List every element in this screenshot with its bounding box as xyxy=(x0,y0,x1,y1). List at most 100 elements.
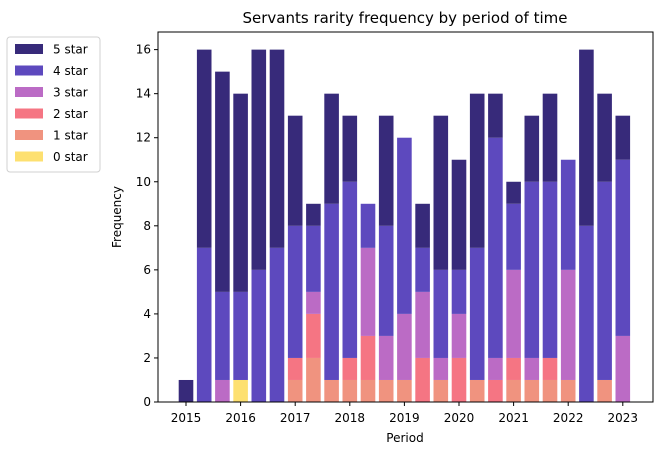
y-tick-label-3: 6 xyxy=(143,263,151,277)
bar-1-star-20 xyxy=(542,379,558,402)
bar-4-star-7 xyxy=(306,225,321,292)
bar-5-star-14 xyxy=(433,115,449,270)
bar-1-star-14 xyxy=(433,379,449,402)
bar-4-star-6 xyxy=(287,225,303,358)
bar-3-star-17 xyxy=(488,357,503,380)
bar-3-star-7 xyxy=(306,291,321,314)
x-tick-label-5: 2020 xyxy=(444,411,475,425)
bar-5-star-6 xyxy=(287,115,303,226)
bar-4-star-12 xyxy=(397,137,412,314)
bar-5-star-16 xyxy=(469,93,485,248)
bar-2-star-17 xyxy=(488,379,503,402)
bar-5-star-20 xyxy=(542,93,558,182)
bar-5-star-11 xyxy=(378,115,394,226)
bar-4-star-18 xyxy=(506,203,521,270)
x-axis-label: Period xyxy=(386,431,423,445)
x-tick-label-2: 2017 xyxy=(280,411,311,425)
x-tick-label-0: 2015 xyxy=(171,411,202,425)
bar-1-star-9 xyxy=(342,379,358,402)
legend-swatch-1-star xyxy=(15,130,43,140)
bar-3-star-2 xyxy=(215,379,230,402)
x-tick-label-1: 2016 xyxy=(225,411,256,425)
bar-4-star-16 xyxy=(469,247,485,380)
y-axis-label: Frequency xyxy=(110,186,124,248)
x-tick-label-6: 2021 xyxy=(498,411,529,425)
bar-3-star-13 xyxy=(415,291,430,358)
bar-4-star-13 xyxy=(415,247,430,292)
legend-swatch-4-star xyxy=(15,65,43,76)
bar-2-star-9 xyxy=(342,357,358,380)
bar-4-star-19 xyxy=(524,181,540,358)
bar-4-star-21 xyxy=(560,159,576,270)
x-axis: 2015 2016 2017 2018 2019 2020 2021 2022 2023 xyxy=(171,402,638,425)
bar-2-star-18 xyxy=(506,357,521,380)
bar-1-star-7 xyxy=(306,357,321,402)
bar-2-star-6 xyxy=(287,357,303,380)
legend-label-5-star: 5 star xyxy=(53,43,88,57)
bar-4-star-15 xyxy=(451,269,467,314)
bar-4-star-1 xyxy=(196,247,212,402)
bar-3-star-11 xyxy=(378,335,394,380)
bar-2-star-13 xyxy=(415,357,430,402)
bar-4-star-22 xyxy=(579,225,594,402)
legend-swatch-5-star xyxy=(15,44,43,54)
bar-1-star-21 xyxy=(560,379,576,402)
bar-5-star-9 xyxy=(342,115,358,182)
bar-5-star-2 xyxy=(215,71,230,292)
legend-label-3-star: 3 star xyxy=(53,86,88,100)
bar-5-star-3 xyxy=(233,93,248,292)
bar-5-star-19 xyxy=(524,115,540,182)
bar-3-star-15 xyxy=(451,313,467,358)
bar-5-star-22 xyxy=(579,49,594,226)
bar-0-star-3 xyxy=(233,379,248,402)
y-tick-label-8: 16 xyxy=(136,43,151,57)
bar-4-star-11 xyxy=(378,225,394,336)
bar-4-star-24 xyxy=(615,159,631,336)
bar-5-star-7 xyxy=(306,203,321,226)
legend-label-2-star: 2 star xyxy=(53,107,88,121)
y-tick-label-0: 0 xyxy=(143,395,151,409)
bar-3-star-21 xyxy=(560,269,576,380)
bar-1-star-10 xyxy=(360,379,376,402)
bar-1-star-12 xyxy=(397,379,412,402)
bar-1-star-23 xyxy=(597,379,612,402)
bars-group xyxy=(178,49,631,402)
bar-4-star-14 xyxy=(433,269,449,358)
y-tick-label-6: 12 xyxy=(136,131,151,145)
bar-4-star-5 xyxy=(269,247,285,402)
bar-1-star-6 xyxy=(287,379,303,402)
bar-5-star-17 xyxy=(488,93,503,138)
legend-swatch-2-star xyxy=(15,108,43,119)
bar-5-star-24 xyxy=(615,115,631,160)
y-tick-label-4: 8 xyxy=(143,219,151,233)
y-tick-label-1: 2 xyxy=(143,351,151,365)
y-tick-label-7: 14 xyxy=(136,87,151,101)
bar-5-star-13 xyxy=(415,203,430,248)
x-tick-label-3: 2018 xyxy=(335,411,366,425)
bar-2-star-10 xyxy=(360,335,376,380)
bar-1-star-16 xyxy=(469,379,485,402)
x-tick-label-7: 2022 xyxy=(553,411,584,425)
bar-5-star-23 xyxy=(597,93,612,182)
bar-4-star-9 xyxy=(342,181,358,358)
bar-1-star-19 xyxy=(524,379,540,402)
bar-1-star-11 xyxy=(378,379,394,402)
bar-3-star-14 xyxy=(433,357,449,380)
bar-3-star-18 xyxy=(506,269,521,358)
bar-3-star-12 xyxy=(397,313,412,380)
legend-label-4-star: 4 star xyxy=(53,64,88,78)
bar-1-star-18 xyxy=(506,379,521,402)
x-tick-label-8: 2023 xyxy=(608,411,639,425)
legend-swatch-0-star xyxy=(15,151,43,162)
legend-label-0-star: 0 star xyxy=(53,150,88,164)
bar-4-star-3 xyxy=(233,291,248,380)
bar-5-star-0 xyxy=(178,379,194,402)
bar-1-star-8 xyxy=(324,379,339,402)
y-tick-label-2: 4 xyxy=(143,307,151,321)
bar-4-star-20 xyxy=(542,181,558,358)
bar-4-star-23 xyxy=(597,181,612,380)
legend: 5 star 4 star 3 star 2 star 1 star 0 star xyxy=(6,36,101,173)
bar-3-star-19 xyxy=(524,357,540,380)
bar-3-star-10 xyxy=(360,247,376,336)
